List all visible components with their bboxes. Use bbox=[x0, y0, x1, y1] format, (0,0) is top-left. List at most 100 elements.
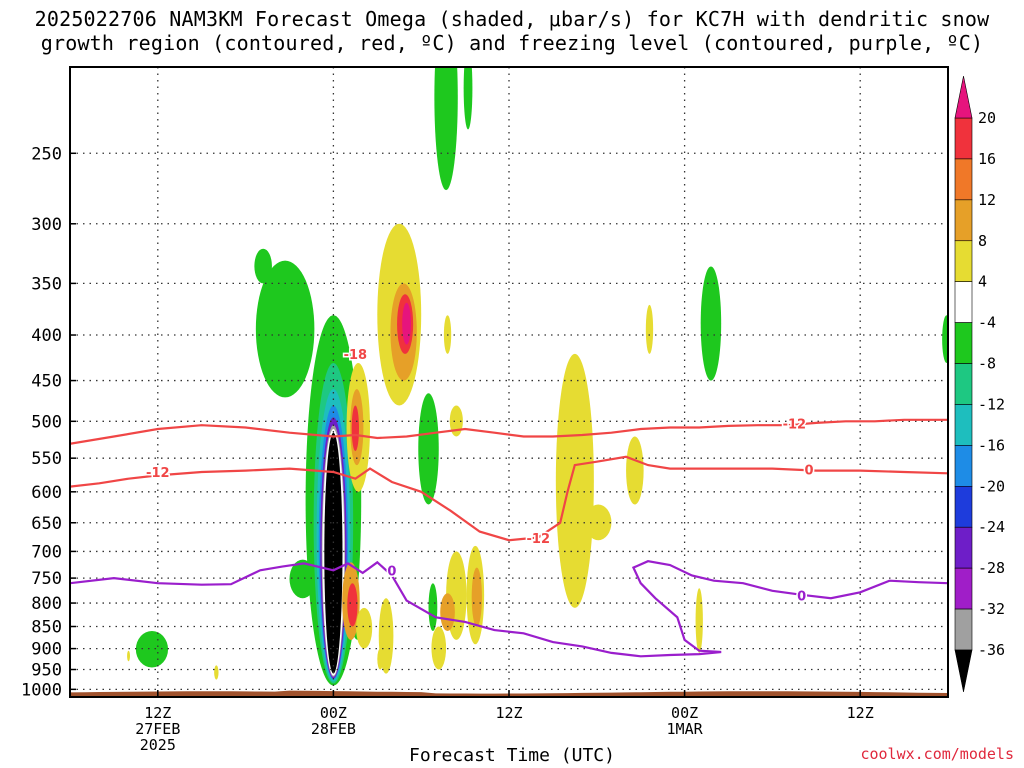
x-axis-label: Forecast Time (UTC) bbox=[409, 745, 615, 766]
chart-title-line1: 2025022706 NAM3KM Forecast Omega (shaded… bbox=[34, 7, 990, 31]
omega-downward-patch bbox=[377, 648, 384, 670]
omega-upward-patch bbox=[700, 266, 722, 381]
colorbar-label: -12 bbox=[978, 395, 1005, 413]
omega-downward-patch bbox=[585, 504, 612, 541]
colorbar-bin bbox=[954, 526, 973, 569]
colorbar-label: 20 bbox=[978, 109, 996, 127]
colorbar-label: -32 bbox=[978, 600, 1005, 618]
omega-upward-patch bbox=[135, 631, 169, 668]
y-tick-label: 700 bbox=[31, 542, 62, 562]
contour-label: 0 bbox=[797, 590, 806, 605]
y-tick-label: 500 bbox=[31, 412, 62, 432]
colorbar-bin bbox=[954, 608, 973, 651]
y-tick-label: 600 bbox=[31, 483, 62, 503]
omega-downward-patch bbox=[127, 650, 130, 662]
omega-core-black bbox=[324, 432, 343, 674]
omega-downward-patch bbox=[347, 583, 358, 627]
colorbar-label: -36 bbox=[978, 641, 1005, 659]
colorbar-bin bbox=[954, 322, 973, 364]
omega-shading bbox=[127, 67, 948, 686]
colorbar-bin bbox=[954, 363, 973, 405]
colorbar-top-arrow bbox=[954, 75, 973, 119]
omega-downward-patch bbox=[402, 302, 411, 345]
y-tick-label: 250 bbox=[31, 144, 62, 164]
omega-upward-patch bbox=[434, 67, 458, 191]
y-tick-label: 350 bbox=[31, 274, 62, 294]
x-tick-label: 12Z bbox=[144, 704, 171, 722]
colorbar-label: -28 bbox=[978, 559, 1005, 577]
y-tick-label: 1000 bbox=[21, 680, 62, 700]
contour-label: -12 bbox=[146, 466, 170, 481]
colorbar-bin bbox=[954, 240, 973, 282]
y-tick-label: 900 bbox=[31, 640, 62, 660]
credit-text: coolwx.com/models bbox=[860, 745, 1014, 763]
contour-line bbox=[70, 418, 948, 445]
y-tick-label: 650 bbox=[31, 514, 62, 534]
chart-title-line2: growth region (contoured, red, ºC) and f… bbox=[40, 31, 984, 55]
omega-downward-patch bbox=[626, 436, 644, 505]
contour-line bbox=[70, 455, 948, 542]
colorbar-bin bbox=[954, 117, 973, 160]
omega-downward-patch bbox=[645, 304, 654, 354]
colorbar-label: -20 bbox=[978, 477, 1005, 495]
y-tick-label: 550 bbox=[31, 449, 62, 469]
colorbar-bin bbox=[954, 199, 973, 242]
colorbar-label: -4 bbox=[978, 314, 996, 332]
x-tick-label: 12Z bbox=[847, 704, 874, 722]
omega-downward-patch bbox=[555, 353, 594, 608]
omega-upward-patch bbox=[942, 315, 948, 363]
y-tick-label: 450 bbox=[31, 372, 62, 392]
contour-label: 0 bbox=[804, 463, 813, 478]
colorbar-label: 8 bbox=[978, 232, 987, 250]
x-tick-label: 1MAR bbox=[667, 720, 704, 738]
y-axis: 250 300 350 400 450 500 550 600 650 700 750 800 850 9… bbox=[21, 144, 76, 700]
x-tick-label: 27FEB bbox=[135, 720, 180, 738]
colorbar: 20 16 12 8 4 -4 -8 -12 -16 -20 -24 -28 -32 -36 bbox=[954, 75, 1005, 693]
x-tick-label: 28FEB bbox=[311, 720, 356, 738]
omega-upward-patch bbox=[254, 248, 272, 284]
contour-label: -18 bbox=[344, 348, 368, 363]
omega-upward-patch bbox=[428, 583, 438, 632]
contour-label: 0 bbox=[387, 564, 396, 579]
omega-upward-patch bbox=[418, 393, 439, 505]
omega-downward-patch bbox=[440, 593, 455, 632]
x-tick-label: 2025 bbox=[140, 736, 176, 754]
colorbar-bin bbox=[954, 445, 973, 487]
omega-upward-patch bbox=[255, 260, 315, 398]
y-tick-label: 750 bbox=[31, 569, 62, 589]
omega-downward-patch bbox=[214, 665, 219, 680]
x-tick-label: 12Z bbox=[495, 704, 522, 722]
colorbar-label: 16 bbox=[978, 150, 996, 168]
x-tick-label: 00Z bbox=[671, 704, 698, 722]
colorbar-bin bbox=[954, 567, 973, 610]
colorbar-label: 12 bbox=[978, 191, 996, 209]
colorbar-bin bbox=[954, 281, 973, 323]
y-tick-label: 850 bbox=[31, 617, 62, 637]
colorbar-label: -24 bbox=[978, 518, 1005, 536]
colorbar-bin bbox=[954, 404, 973, 446]
plot-frame bbox=[69, 66, 949, 698]
omega-upward-patch bbox=[463, 67, 473, 130]
contour-label: -12 bbox=[527, 532, 551, 547]
grid-lines bbox=[70, 67, 948, 697]
contour-label: -12 bbox=[783, 418, 807, 433]
colorbar-label: 4 bbox=[978, 273, 987, 291]
y-tick-label: 400 bbox=[31, 326, 62, 346]
omega-downward-patch bbox=[351, 405, 360, 452]
x-tick-label: 00Z bbox=[320, 704, 347, 722]
omega-downward-patch bbox=[471, 567, 482, 627]
colorbar-bottom-arrow bbox=[954, 649, 973, 693]
colorbar-bin bbox=[954, 486, 973, 528]
colorbar-label: -16 bbox=[978, 436, 1005, 454]
y-tick-label: 800 bbox=[31, 594, 62, 614]
omega-downward-patch bbox=[431, 626, 447, 670]
y-tick-label: 950 bbox=[31, 661, 62, 681]
contour-lines: -18 -12 -12 -12 0 0 0 bbox=[70, 346, 948, 658]
y-tick-label: 300 bbox=[31, 215, 62, 235]
colorbar-label: -8 bbox=[978, 355, 996, 373]
colorbar-bin bbox=[954, 158, 973, 201]
contour-line bbox=[70, 560, 948, 658]
omega-downward-patch bbox=[695, 588, 703, 653]
